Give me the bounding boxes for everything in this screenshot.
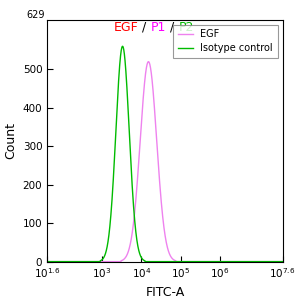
Text: /: / <box>166 21 178 34</box>
EGF <box>281 260 284 263</box>
Text: 629: 629 <box>26 10 45 20</box>
Line: Isotype control: Isotype control <box>47 46 283 261</box>
Y-axis label: Count: Count <box>4 122 17 159</box>
EGF <box>221 260 225 263</box>
Isotype control <box>221 260 225 263</box>
Text: EGF: EGF <box>114 21 139 34</box>
EGF <box>135 181 139 185</box>
EGF <box>187 260 190 263</box>
Isotype control <box>239 260 243 263</box>
EGF <box>88 260 92 263</box>
Text: P2: P2 <box>178 21 194 34</box>
Legend: EGF, Isotype control: EGF, Isotype control <box>173 25 278 58</box>
Text: /: / <box>139 21 151 34</box>
Isotype control <box>45 260 49 263</box>
Isotype control <box>281 260 284 263</box>
Isotype control <box>199 260 202 263</box>
EGF <box>147 60 150 63</box>
Isotype control <box>88 260 92 263</box>
Isotype control <box>121 45 124 48</box>
EGF <box>45 260 49 263</box>
Line: EGF: EGF <box>47 62 283 261</box>
Title: EGF / P1 / P2: EGF / P1 / P2 <box>125 4 205 17</box>
EGF <box>199 260 202 263</box>
Isotype control <box>187 260 190 263</box>
EGF <box>239 260 243 263</box>
X-axis label: FITC-A: FITC-A <box>145 286 184 299</box>
Isotype control <box>135 241 139 244</box>
Text: P1: P1 <box>151 21 166 34</box>
